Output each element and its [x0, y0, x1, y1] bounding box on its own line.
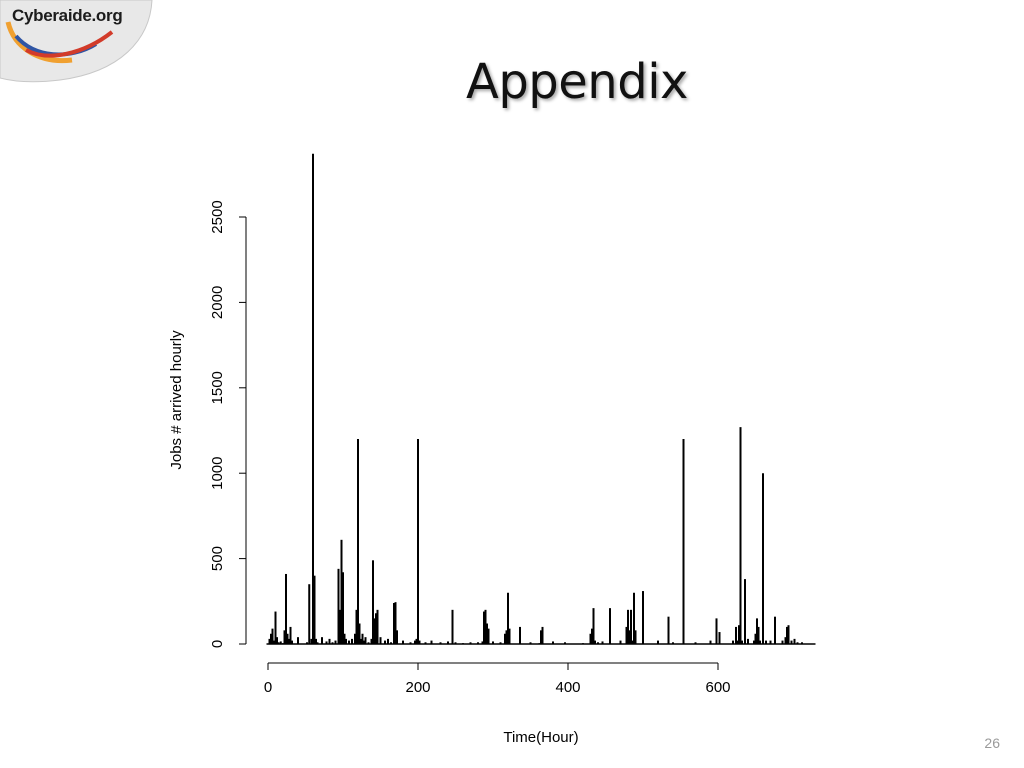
x-tick-label: 200 — [405, 679, 430, 696]
cyberaide-logo — [0, 0, 153, 83]
logo-swoosh-red-icon — [25, 30, 114, 58]
logo-text: Cyberaide.org — [12, 6, 123, 25]
x-axis: 0 200 400 600 — [264, 662, 731, 696]
y-tick-label: 0 — [209, 640, 226, 648]
page-number: 26 — [984, 735, 1000, 751]
y-tick-label: 1500 — [209, 371, 226, 404]
x-axis-label: Time(Hour) — [503, 729, 578, 746]
y-tick-label: 2500 — [209, 200, 226, 233]
y-axis-label: Jobs # arrived hourly — [168, 330, 185, 470]
x-tick-label: 0 — [264, 679, 272, 696]
y-tick-label: 2000 — [209, 286, 226, 319]
x-tick-label: 600 — [705, 679, 730, 696]
y-axis: 0 500 1000 1500 2000 2500 — [209, 200, 247, 648]
x-tick-label: 400 — [555, 679, 580, 696]
y-tick-label: 1000 — [209, 457, 226, 490]
chart-bars — [266, 153, 816, 645]
y-tick-label: 500 — [209, 546, 226, 571]
slide-title: Appendix — [466, 54, 688, 110]
